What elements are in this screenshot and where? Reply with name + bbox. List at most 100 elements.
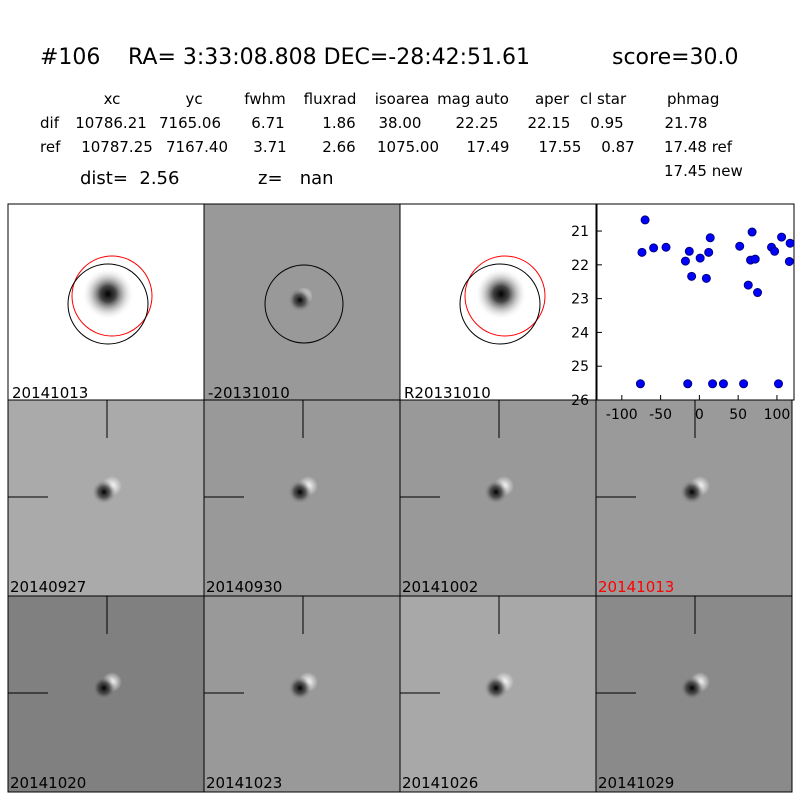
x-tick-label: 100 [764, 407, 791, 423]
circle [67, 263, 149, 345]
column-header: fwhm [244, 90, 285, 108]
point [701, 273, 711, 283]
score: score=30.0 [612, 45, 739, 70]
cell: 2.66 [322, 138, 355, 156]
cell: 1.86 [322, 114, 355, 132]
source [92, 480, 116, 504]
cell: 7167.40 [166, 138, 228, 156]
z: z= nan [258, 168, 334, 189]
source [680, 480, 704, 504]
point [708, 379, 718, 389]
source [82, 268, 134, 320]
panel-label: 20140927 [10, 578, 86, 596]
lightcurve: -100 -50 0 50 100 21 22 23 24 25 26 [571, 215, 795, 423]
cell: 6.71 [251, 114, 284, 132]
circle [71, 255, 153, 337]
point [705, 233, 715, 243]
y-tick-label: 25 [571, 359, 589, 375]
point [637, 247, 647, 257]
panel-label: 20141013 [12, 384, 88, 402]
cell: 38.00 [379, 114, 422, 132]
point [747, 227, 757, 237]
point [739, 379, 749, 389]
source [484, 676, 508, 700]
point [785, 238, 795, 248]
point [753, 288, 763, 298]
point [750, 254, 760, 264]
dist: dist= 2.56 [80, 168, 179, 189]
source [475, 268, 527, 320]
cell: 22.25 [456, 114, 499, 132]
y-tick-label: 26 [571, 393, 589, 409]
cell: 17.48 ref [664, 138, 733, 156]
image-grid: 20141013 -20131010 R20131010 20140927 20… [7, 203, 793, 793]
candidate-id: #106 [40, 45, 100, 70]
point [683, 379, 693, 389]
panel-label: 20140930 [206, 578, 282, 596]
x-tick-label: 50 [729, 407, 747, 423]
column-header: aper [535, 90, 570, 108]
column-header: mag auto [437, 90, 509, 108]
point [680, 256, 690, 266]
point [773, 379, 783, 389]
source [92, 676, 116, 700]
source [484, 480, 508, 504]
cell: 22.15 [528, 114, 571, 132]
point [770, 246, 780, 256]
x-tick-label: -50 [649, 407, 672, 423]
point [687, 271, 697, 281]
column-header: cl star [580, 90, 627, 108]
column-header: isoarea [375, 90, 430, 108]
point [718, 379, 728, 389]
point [704, 247, 714, 257]
point [640, 215, 650, 225]
cell: 0.87 [601, 138, 634, 156]
source [288, 676, 312, 700]
phmag-new: 17.45 new [664, 162, 743, 180]
column-header: yc [185, 90, 202, 108]
panel-label: 20141023 [206, 774, 282, 792]
panel-label: 20141026 [402, 774, 478, 792]
cell: 17.55 [539, 138, 582, 156]
cell: 7165.06 [159, 114, 221, 132]
cell: 17.49 [467, 138, 510, 156]
y-tick-label: 24 [571, 325, 589, 341]
row-label: ref [40, 138, 61, 156]
cell: 21.78 [665, 114, 708, 132]
cell: 10786.21 [75, 114, 147, 132]
point [784, 256, 794, 266]
point [735, 241, 745, 251]
coordinates: RA= 3:33:08.808 DEC=-28:42:51.61 [128, 45, 530, 70]
column-header: fluxrad [304, 90, 357, 108]
cell: 10787.25 [81, 138, 153, 156]
circle [459, 263, 541, 345]
y-tick-label: 21 [571, 224, 589, 240]
panel-label: 20141029 [598, 774, 674, 792]
column-header: phmag [667, 90, 719, 108]
point [661, 242, 671, 252]
point [777, 232, 787, 242]
plot-frame [596, 203, 795, 401]
panel-label: R20131010 [404, 384, 491, 402]
cell: 0.95 [590, 114, 623, 132]
point [684, 246, 694, 256]
y-tick-label: 23 [571, 292, 589, 308]
point [695, 253, 705, 263]
source [288, 288, 312, 312]
row-label: dif [40, 114, 60, 132]
panel-label: 20141013 [598, 578, 674, 596]
x-tick-label: -100 [606, 407, 638, 423]
point [635, 379, 645, 389]
y-tick-label: 22 [571, 258, 589, 274]
source [288, 480, 312, 504]
circle [264, 264, 344, 344]
panel-label: -20131010 [208, 384, 290, 402]
panel-label: 20141020 [10, 774, 86, 792]
cell: 1075.00 [377, 138, 439, 156]
source [680, 676, 704, 700]
cell: 3.71 [253, 138, 286, 156]
column-header: xc [104, 90, 121, 108]
panel-label: 20141002 [402, 578, 478, 596]
point [743, 280, 753, 290]
